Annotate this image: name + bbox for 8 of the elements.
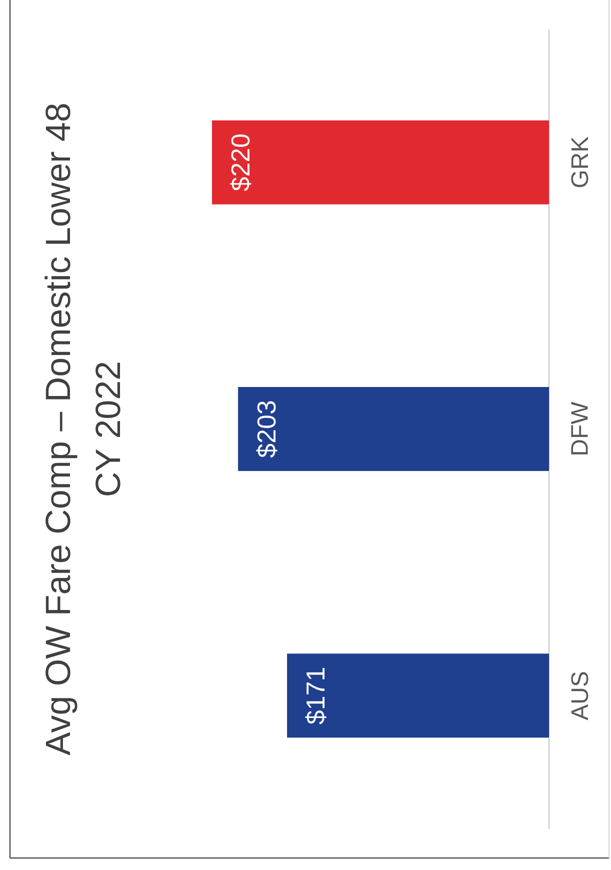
y-tick-label: AUS [571, 672, 588, 720]
text: CY 2022 [96, 362, 120, 496]
y-tick-label: DFW [571, 402, 588, 454]
data-label: $171 [305, 668, 326, 724]
text: Avg OW Fare Comp – Domestic Lower 48 [44, 104, 78, 756]
y-tick-label: GRK [571, 136, 588, 188]
data-label: $220 [230, 134, 252, 191]
data-label: $203 [256, 401, 278, 458]
